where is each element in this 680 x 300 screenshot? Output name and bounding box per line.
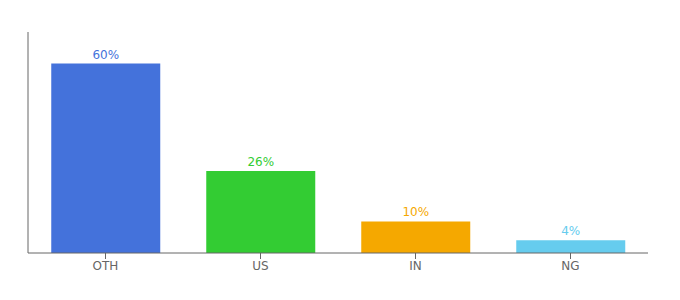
svg-text:10%: 10%	[402, 205, 429, 219]
svg-text:US: US	[252, 259, 268, 273]
svg-text:4%: 4%	[561, 224, 580, 238]
svg-text:26%: 26%	[247, 155, 274, 169]
svg-text:NG: NG	[561, 259, 579, 273]
svg-text:OTH: OTH	[93, 259, 119, 273]
svg-text:60%: 60%	[92, 48, 119, 62]
svg-text:IN: IN	[409, 259, 422, 273]
